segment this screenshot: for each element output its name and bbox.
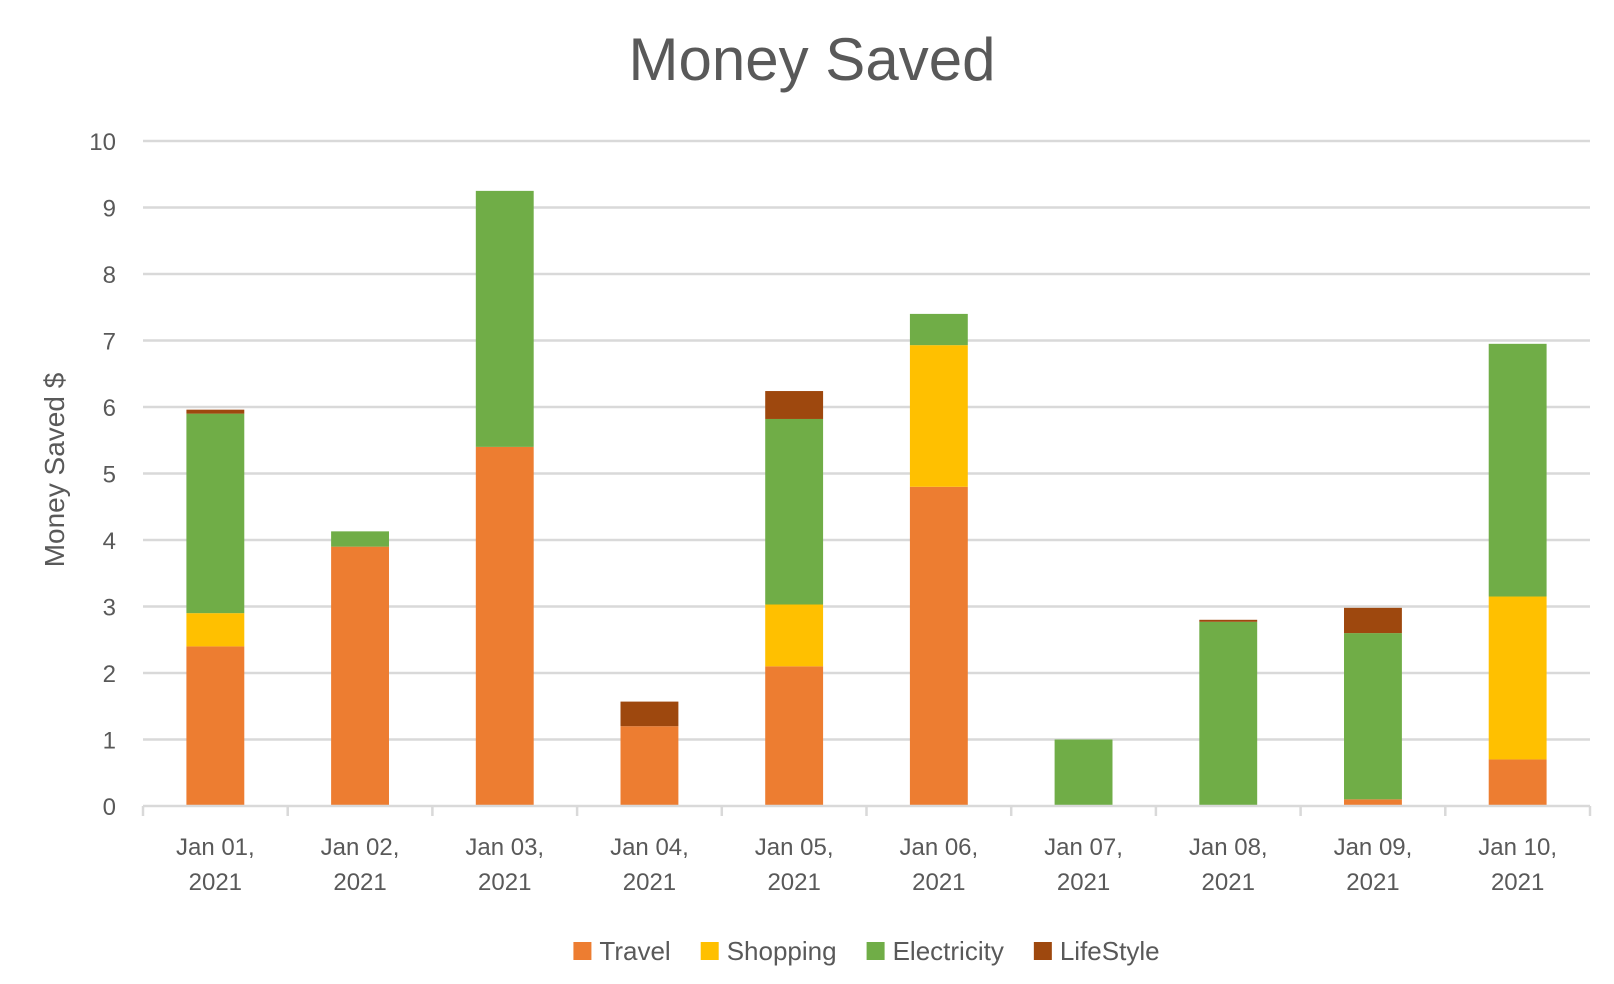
y-tick-label: 3 [103,595,116,622]
bar-travel-6 [909,486,968,806]
x-tick-label: Jan 01, [176,834,255,861]
bar-electricity-1 [186,413,245,614]
bar-lifestyle-9 [1344,607,1402,634]
x-tick-label: Jan 03, [465,834,544,861]
chart-title: Money Saved [629,26,996,93]
y-tick-label: 8 [103,262,116,289]
x-tick-label: 2021 [623,869,676,896]
x-tick-label: 2021 [767,869,820,896]
bar-lifestyle-1 [186,409,245,414]
bar-travel-2 [331,546,389,806]
x-tick-label: 2021 [478,869,531,896]
x-tick-label: Jan 06, [899,834,978,861]
x-tick-label: 2021 [189,869,242,896]
bar-lifestyle-8 [1199,619,1258,622]
y-tick-label: 10 [89,129,116,156]
y-tick-label: 7 [103,329,116,356]
bar-travel-10 [1488,759,1547,806]
legend-label-travel: Travel [599,936,670,966]
bar-electricity-7 [1054,739,1113,806]
bars [186,190,1547,806]
legend-swatch-shopping [700,942,719,960]
bar-lifestyle-5 [765,391,824,419]
bar-shopping-1 [186,613,245,647]
x-tick-label: Jan 04, [610,834,689,861]
bar-shopping-6 [909,345,968,487]
y-tick-label: 2 [103,661,116,688]
legend-swatch-travel [573,942,592,960]
y-tick-label: 9 [103,196,116,223]
legend-swatch-electricity [866,942,885,960]
y-tick-label: 5 [103,462,116,489]
x-tick-label: 2021 [1346,869,1399,896]
bar-shopping-10 [1488,596,1547,760]
bar-electricity-6 [909,313,968,346]
bar-lifestyle-4 [620,701,679,727]
legend: Travel Shopping Electricity LifeStyle [573,936,1160,966]
bar-electricity-8 [1199,621,1258,806]
x-tick-label: 2021 [1057,869,1110,896]
x-tick-label: 2021 [333,869,386,896]
x-tick-label: Jan 05, [755,834,834,861]
y-tick-label: 0 [103,794,116,821]
y-tick-label: 1 [103,728,116,755]
bar-travel-3 [475,446,534,806]
x-tick-label: 2021 [912,869,965,896]
bar-travel-4 [620,726,679,806]
x-tick-label: Jan 08, [1189,834,1268,861]
legend-swatch-lifestyle [1033,942,1052,960]
legend-label-shopping: Shopping [727,936,837,966]
x-tick-label: Jan 09, [1334,834,1413,861]
bar-electricity-9 [1344,633,1402,800]
x-tick-label: 2021 [1202,869,1255,896]
x-axis-ticks: Jan 01, 2021 Jan 02, 2021 Jan 03, 2021 Jan 04,… [176,834,1557,896]
bar-travel-1 [186,646,245,806]
bar-travel-5 [765,666,824,806]
bar-electricity-10 [1488,343,1547,597]
y-tick-label: 6 [103,395,116,422]
bar-electricity-5 [765,418,824,605]
x-tick-label: Jan 10, [1478,834,1557,861]
y-axis-ticks: 0 1 2 3 4 5 6 7 8 9 10 [89,129,116,821]
x-tick-label: 2021 [1491,869,1544,896]
bar-shopping-5 [765,604,824,667]
x-axis [141,804,1592,816]
bar-travel-9 [1344,799,1402,806]
bar-electricity-2 [331,531,389,547]
legend-label-lifestyle: LifeStyle [1060,936,1160,966]
y-axis-label: Money Saved $ [39,372,70,567]
x-tick-label: Jan 02, [321,834,400,861]
x-tick-label: Jan 07, [1044,834,1123,861]
legend-label-electricity: Electricity [893,936,1004,966]
y-tick-label: 4 [103,528,116,555]
bar-electricity-3 [475,190,534,447]
